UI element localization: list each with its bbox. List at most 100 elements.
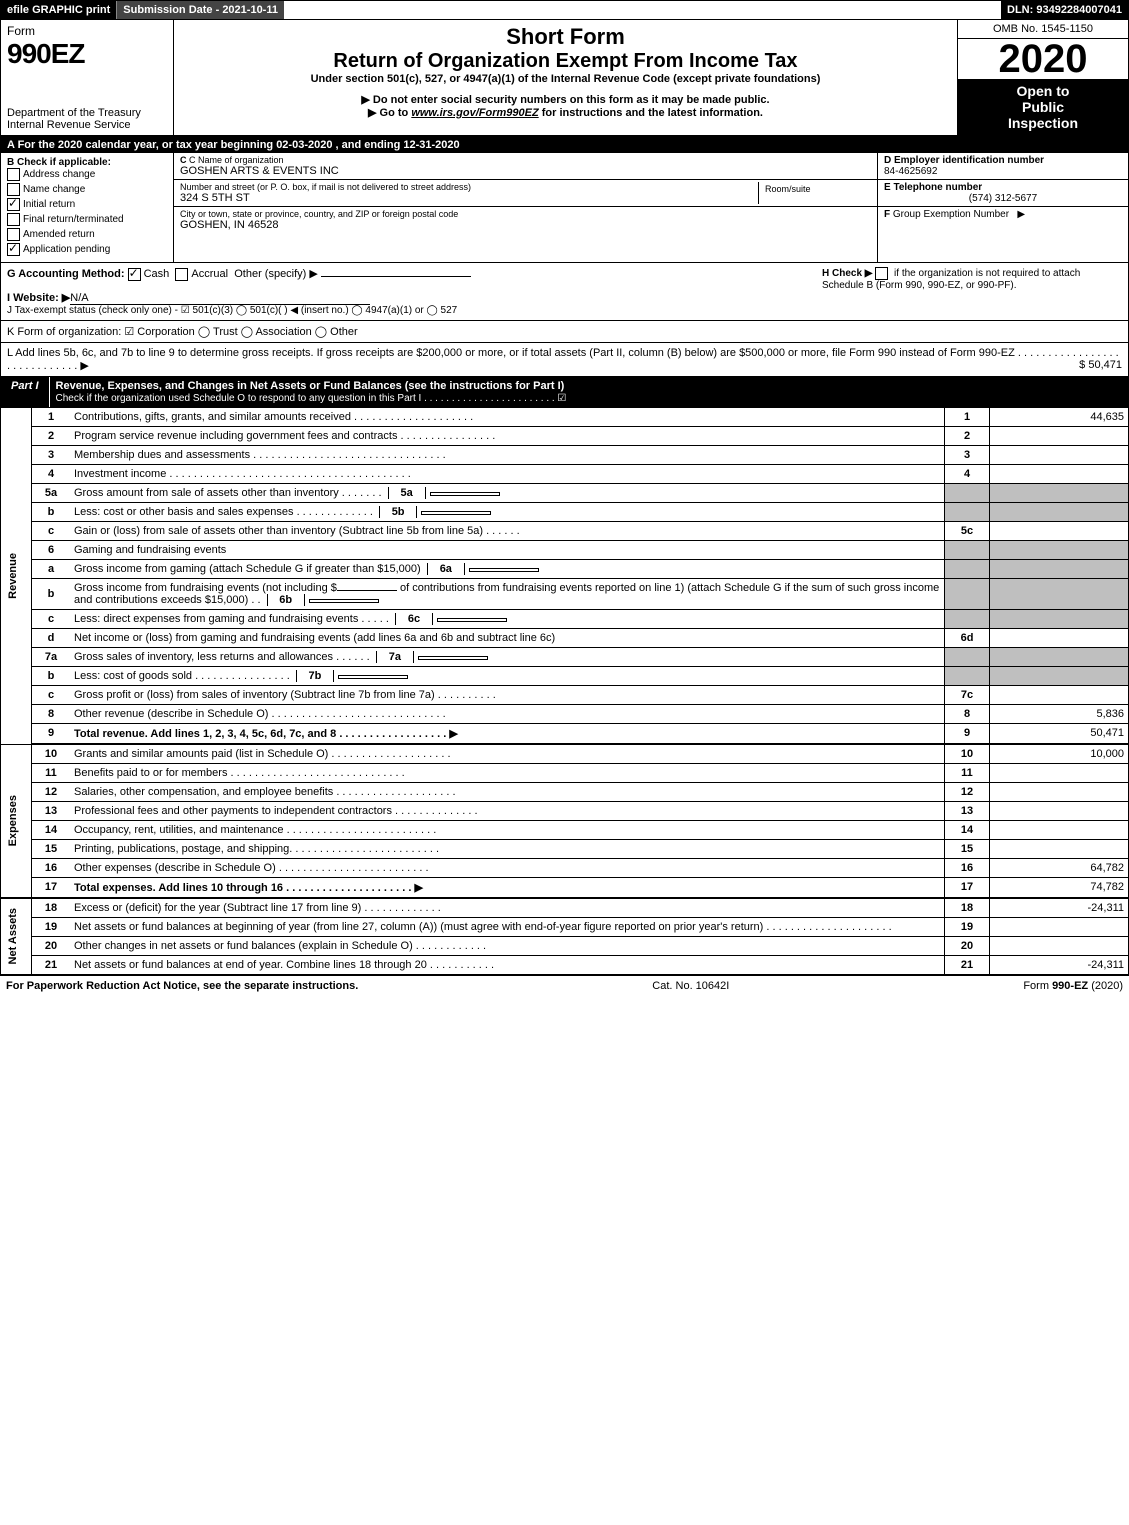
part1-tag: Part I <box>1 377 49 407</box>
line-9: 9Total revenue. Add lines 1, 2, 3, 4, 5c… <box>1 723 1129 744</box>
part1-header: Part I Revenue, Expenses, and Changes in… <box>0 377 1129 408</box>
part1-title: Revenue, Expenses, and Changes in Net As… <box>49 377 1128 407</box>
line-15: 15Printing, publications, postage, and s… <box>1 839 1129 858</box>
line-18: Net Assets 18Excess or (deficit) for the… <box>1 898 1129 918</box>
line-6b: bGross income from fundraising events (n… <box>1 578 1129 609</box>
chk-name-change[interactable]: Name change <box>7 183 167 196</box>
line-7c: cGross profit or (loss) from sales of in… <box>1 685 1129 704</box>
line-6: 6Gaming and fundraising events <box>1 540 1129 559</box>
ein-label: D Employer identification number <box>884 155 1122 166</box>
chk-initial-return[interactable]: Initial return <box>7 198 167 211</box>
efile-label: efile GRAPHIC print <box>1 1 116 19</box>
line-14: 14Occupancy, rent, utilities, and mainte… <box>1 820 1129 839</box>
line-5a: 5aGross amount from sale of assets other… <box>1 483 1129 502</box>
city-value: GOSHEN, IN 46528 <box>180 219 871 231</box>
chk-address-change[interactable]: Address change <box>7 168 167 181</box>
insp3: Inspection <box>960 115 1126 131</box>
return-title: Return of Organization Exempt From Incom… <box>182 50 949 73</box>
box-b: B Check if applicable: Address change Na… <box>1 153 174 262</box>
line-17: 17Total expenses. Add lines 10 through 1… <box>1 877 1129 898</box>
header-left: Form 990EZ Department of the Treasury In… <box>1 20 174 135</box>
dept-treasury: Department of the Treasury <box>7 107 167 119</box>
chk-amended-return[interactable]: Amended return <box>7 228 167 241</box>
dln-label: DLN: 93492284007041 <box>1001 1 1128 19</box>
line-6c: cLess: direct expenses from gaming and f… <box>1 609 1129 628</box>
addr-label: Number and street (or P. O. box, if mail… <box>180 182 758 192</box>
topbar: efile GRAPHIC print Submission Date - 20… <box>0 0 1129 20</box>
phone-label: E Telephone number <box>884 182 1122 193</box>
box-c: C C Name of organization GOSHEN ARTS & E… <box>174 153 877 262</box>
irs-link[interactable]: www.irs.gov/Form990EZ <box>411 107 538 119</box>
group-exemption-label: F Group Exemption Number ▶ <box>884 209 1122 220</box>
chk-h[interactable] <box>875 267 888 280</box>
box-d-e-f: D Employer identification number 84-4625… <box>877 153 1128 262</box>
line-19: 19Net assets or fund balances at beginni… <box>1 917 1129 936</box>
org-name: GOSHEN ARTS & EVENTS INC <box>180 165 871 177</box>
form-number: 990EZ <box>7 38 85 69</box>
footer-mid: Cat. No. 10642I <box>652 980 729 992</box>
row-l: L Add lines 5b, 6c, and 7b to line 9 to … <box>0 343 1129 377</box>
line-7b: bLess: cost of goods sold . . . . . . . … <box>1 666 1129 685</box>
footer-right: Form 990-EZ (2020) <box>1023 980 1123 992</box>
line-16: 16Other expenses (describe in Schedule O… <box>1 858 1129 877</box>
website-value: N/A <box>70 292 370 305</box>
goto-note: ▶ Go to www.irs.gov/Form990EZ for instru… <box>182 106 949 119</box>
insp1: Open to <box>960 83 1126 99</box>
phone-value: (574) 312-5677 <box>884 193 1122 204</box>
lines-table: Revenue 1 Contributions, gifts, grants, … <box>0 408 1129 976</box>
chk-application-pending[interactable]: Application pending <box>7 243 167 256</box>
line-5b: bLess: cost or other basis and sales exp… <box>1 502 1129 521</box>
line-6d: dNet income or (loss) from gaming and fu… <box>1 628 1129 647</box>
line-7a: 7aGross sales of inventory, less returns… <box>1 647 1129 666</box>
netassets-label: Net Assets <box>5 904 21 968</box>
row-k: K Form of organization: ☑ Corporation ◯ … <box>0 321 1129 343</box>
submission-date: Submission Date - 2021-10-11 <box>116 1 284 19</box>
line-12: 12Salaries, other compensation, and empl… <box>1 782 1129 801</box>
line-13: 13Professional fees and other payments t… <box>1 801 1129 820</box>
chk-final-return[interactable]: Final return/terminated <box>7 213 167 226</box>
chk-cash[interactable] <box>128 268 141 281</box>
expenses-label: Expenses <box>5 791 21 850</box>
line-4: 4Investment income . . . . . . . . . . .… <box>1 464 1129 483</box>
addr-value: 324 S 5TH ST <box>180 192 758 204</box>
ssn-note: ▶ Do not enter social security numbers o… <box>182 93 949 106</box>
goto-post: for instructions and the latest informat… <box>539 107 763 119</box>
section-b-to-f: B Check if applicable: Address change Na… <box>0 153 1129 263</box>
gross-receipts: $ 50,471 <box>1079 359 1122 371</box>
section-g-j: G Accounting Method: Cash Accrual Other … <box>0 263 1129 321</box>
line-8: 8Other revenue (describe in Schedule O) … <box>1 704 1129 723</box>
insp2: Public <box>960 99 1126 115</box>
part1-sub: Check if the organization used Schedule … <box>56 393 567 404</box>
line-11: 11Benefits paid to or for members . . . … <box>1 763 1129 782</box>
room-suite: Room/suite <box>758 182 871 204</box>
revenue-label: Revenue <box>5 549 21 603</box>
ein-value: 84-4625692 <box>884 166 1122 177</box>
inspection-box: Open to Public Inspection <box>958 79 1128 135</box>
footer-left: For Paperwork Reduction Act Notice, see … <box>6 980 358 992</box>
line-5c: cGain or (loss) from sale of assets othe… <box>1 521 1129 540</box>
tax-year: 2020 <box>958 39 1128 79</box>
org-name-label: C C Name of organization <box>180 155 871 165</box>
city-label: City or town, state or province, country… <box>180 209 871 219</box>
row-j: J Tax-exempt status (check only one) - ☑… <box>7 305 1122 316</box>
row-h: H Check ▶ if the organization is not req… <box>822 267 1122 291</box>
line-2: 2Program service revenue including gover… <box>1 426 1129 445</box>
header-right: OMB No. 1545-1150 2020 Open to Public In… <box>957 20 1128 135</box>
goto-pre: ▶ Go to <box>368 107 411 119</box>
page-footer: For Paperwork Reduction Act Notice, see … <box>0 976 1129 996</box>
form-header: Form 990EZ Department of the Treasury In… <box>0 20 1129 137</box>
dept-irs: Internal Revenue Service <box>7 119 167 131</box>
row-i: I Website: ▶N/A <box>7 291 1122 305</box>
short-form-title: Short Form <box>182 24 949 50</box>
line-6a: aGross income from gaming (attach Schedu… <box>1 559 1129 578</box>
under-section: Under section 501(c), 527, or 4947(a)(1)… <box>182 73 949 85</box>
line-20: 20Other changes in net assets or fund ba… <box>1 936 1129 955</box>
row-a-period: A For the 2020 calendar year, or tax yea… <box>0 137 1129 153</box>
form-label: Form <box>7 24 35 38</box>
line-10: Expenses 10Grants and similar amounts pa… <box>1 745 1129 764</box>
chk-accrual[interactable] <box>175 268 188 281</box>
line-1: Revenue 1 Contributions, gifts, grants, … <box>1 408 1129 427</box>
line-3: 3Membership dues and assessments . . . .… <box>1 445 1129 464</box>
line-21: 21Net assets or fund balances at end of … <box>1 955 1129 975</box>
header-mid: Short Form Return of Organization Exempt… <box>174 20 957 135</box>
